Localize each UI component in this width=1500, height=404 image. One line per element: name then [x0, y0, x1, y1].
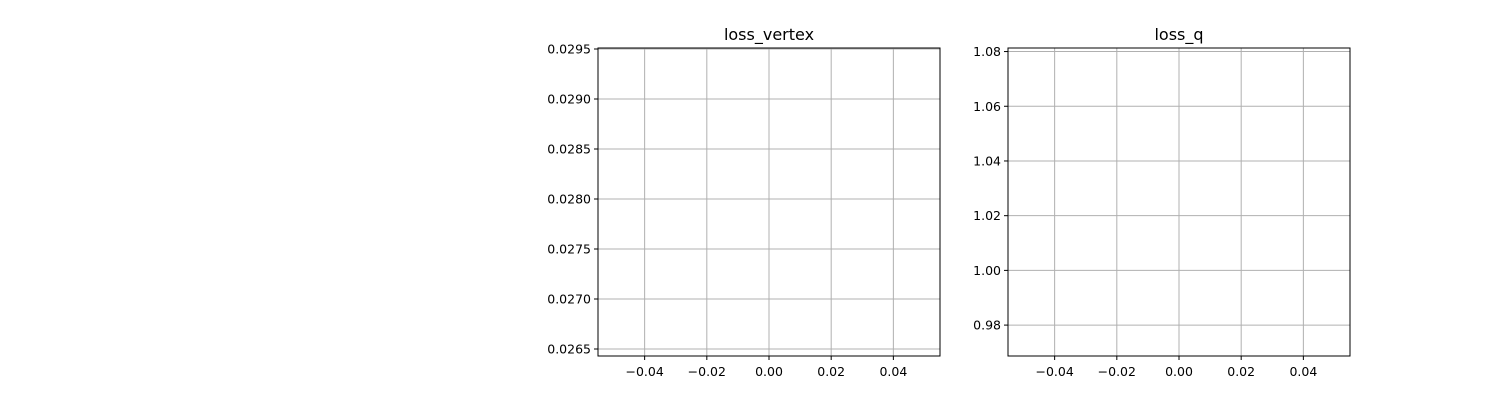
x-tick-label-vertex-2: 0.00 [755, 364, 783, 379]
x-tick-label-vertex-0: −0.04 [625, 364, 663, 379]
x-tick-label-vertex-4: 0.04 [879, 364, 907, 379]
y-tick-label-vertex-2: 0.0275 [547, 242, 591, 257]
chart-title-vertex: loss_vertex [724, 25, 814, 45]
y-tick-label-vertex-6: 0.0295 [547, 42, 591, 57]
y-tick-label-q-4: 1.06 [973, 99, 1001, 114]
y-tick-label-vertex-3: 0.0280 [547, 192, 591, 207]
y-tick-label-q-1: 1.00 [973, 263, 1001, 278]
x-tick-label-q-2: 0.00 [1165, 364, 1193, 379]
y-tick-label-q-2: 1.02 [973, 208, 1001, 223]
y-tick-label-q-0: 0.98 [973, 318, 1001, 333]
x-tick-label-q-4: 0.04 [1289, 364, 1317, 379]
y-tick-label-vertex-4: 0.0285 [547, 142, 591, 157]
x-tick-label-q-3: 0.02 [1227, 364, 1255, 379]
chart-loss-q: −0.04 −0.02 0.00 0.02 0.04 0.98 1.00 1.02 1.04 1.… [973, 25, 1351, 379]
chart-loss-vertex: −0.04 −0.02 0.00 0.02 0.04 0.0265 0.0270 0.0275… [547, 25, 941, 379]
y-tick-label-q-5: 1.08 [973, 44, 1001, 59]
y-tick-label-vertex-0: 0.0265 [547, 342, 591, 357]
y-tick-label-vertex-1: 0.0270 [547, 292, 591, 307]
y-tick-label-vertex-5: 0.0290 [547, 92, 591, 107]
x-tick-label-vertex-3: 0.02 [817, 364, 845, 379]
x-tick-label-q-0: −0.04 [1035, 364, 1073, 379]
x-tick-label-q-1: −0.02 [1098, 364, 1136, 379]
x-tick-label-vertex-1: −0.02 [688, 364, 726, 379]
chart-title-q: loss_q [1154, 25, 1203, 45]
y-tick-label-q-3: 1.04 [973, 153, 1001, 168]
